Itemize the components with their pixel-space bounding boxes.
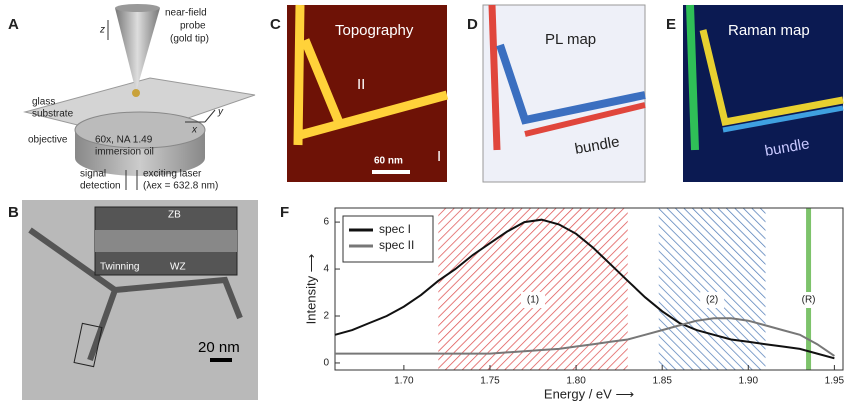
probe-label: probe	[180, 21, 206, 32]
panel-label: D	[467, 16, 478, 33]
zoom-box	[73, 322, 103, 368]
panel-label: E	[666, 16, 676, 33]
tube	[686, 4, 699, 151]
y-tick-label: 6	[323, 217, 329, 228]
series-line	[335, 317, 835, 357]
substrate-label: substrate	[32, 109, 74, 120]
objective-spec: 60x, NA 1.49	[95, 135, 153, 146]
signal-label: detection	[80, 181, 121, 192]
x-tick-label: 1.70	[394, 376, 414, 387]
tube	[524, 102, 646, 137]
probe-label: near-field	[165, 8, 207, 19]
topography-image	[287, 5, 447, 182]
region	[658, 208, 766, 370]
panel-b: B ZB Twinning WZ 20 nm	[8, 200, 258, 400]
raman-image	[683, 5, 843, 182]
marker-label: II	[357, 76, 365, 93]
region-label-bg	[521, 292, 546, 308]
x-tick-label: 1.85	[652, 376, 672, 387]
x-tick-label: 1.95	[825, 376, 845, 387]
scale-bar	[210, 358, 232, 362]
panel-label: F	[280, 204, 289, 221]
x-tick-label: 1.75	[480, 376, 500, 387]
axis-label: y	[217, 107, 224, 118]
laser-label: (λex = 632.8 nm)	[143, 181, 218, 192]
signal-label: signal	[80, 169, 106, 180]
scale-bar-label: 60 nm	[374, 156, 403, 167]
image-title: Raman map	[728, 22, 810, 39]
objective-spec: immersion oil	[95, 147, 154, 158]
panel-label: B	[8, 204, 19, 221]
y-axis-label: Intensity ⟶	[303, 254, 318, 325]
inset-label: Twinning	[100, 262, 139, 273]
panel-label: C	[270, 16, 281, 33]
x-axis-label: Energy / eV ⟶	[544, 386, 634, 401]
y-tick-label: 2	[323, 311, 329, 322]
scale-bar-label: 20 nm	[198, 339, 240, 356]
objective-label: objective	[28, 135, 68, 146]
region-label: (1)	[527, 295, 539, 306]
region-label: (2)	[706, 295, 718, 306]
probe-label: (gold tip)	[170, 34, 209, 45]
nanowire	[28, 227, 243, 362]
legend-label: spec II	[379, 238, 414, 252]
axis-label: z	[99, 25, 105, 36]
y-arrow	[204, 109, 216, 123]
tube	[496, 43, 646, 125]
panel-c: C Topography II I 60 nm	[270, 4, 449, 182]
tube	[699, 29, 844, 127]
marker-label: I	[437, 148, 441, 165]
tube	[722, 105, 844, 133]
region-label: (R)	[802, 295, 816, 306]
legend-label: spec I	[379, 222, 411, 236]
pl-image	[482, 4, 646, 183]
laser-label: exciting laser	[143, 169, 202, 180]
region-label-bg	[700, 292, 725, 308]
axis-label: x	[191, 125, 198, 136]
image-title: PL map	[545, 31, 596, 48]
x-tick-label: 1.90	[739, 376, 759, 387]
image-title: Topography	[335, 22, 414, 39]
tube	[488, 4, 501, 151]
spectrum-chart: (1) (2) (R) 1.70 1.75 1.80 1.85 1.90 1.95 0 2 4 6 Ene…	[303, 207, 845, 401]
inset-label: WZ	[170, 262, 186, 273]
probe-top	[115, 4, 160, 12]
legend-box	[342, 215, 434, 263]
probe-cone	[115, 8, 160, 92]
series-line	[334, 218, 835, 360]
objective-top	[74, 111, 206, 149]
panel-label: A	[8, 16, 19, 33]
inset-lattice	[95, 230, 237, 252]
gold-tip	[132, 89, 140, 97]
y-tick-label: 4	[323, 264, 329, 275]
panel-e: E Raman map bundle	[666, 4, 844, 182]
plot-frame	[334, 207, 844, 371]
region-label-bg	[794, 292, 823, 308]
panel-a: A z near-field probe (gold tip) glass su…	[8, 4, 256, 192]
substrate-label: glass	[32, 97, 55, 108]
x-tick-label: 1.80	[566, 376, 586, 387]
inset-label: ZB	[168, 210, 181, 221]
panel-d: D PL map bundle	[467, 4, 646, 183]
y-tick-label: 0	[323, 358, 329, 369]
scale-bar	[372, 170, 410, 174]
tube	[293, 4, 449, 146]
region	[438, 208, 628, 370]
